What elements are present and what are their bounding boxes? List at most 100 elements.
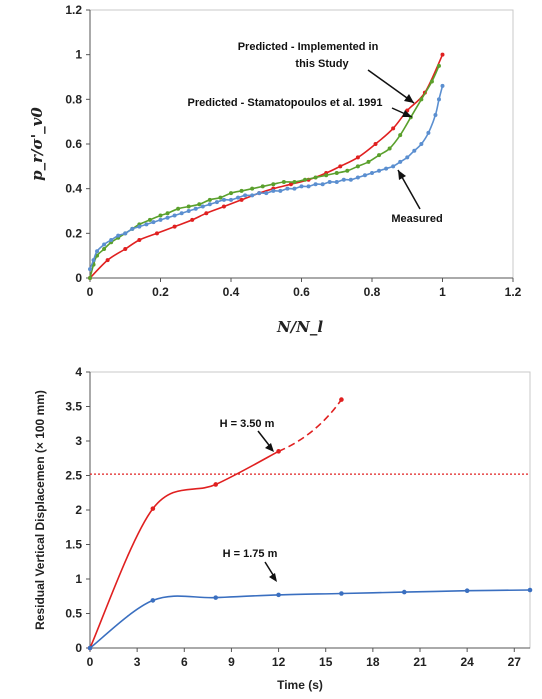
y-tick-label: 0.2 [65,226,82,240]
data-point [229,197,233,202]
data-point [433,112,438,117]
data-point [464,588,470,594]
data-point [213,595,219,600]
data-point [377,168,382,173]
x-tick-labels: 0 0.2 0.4 0.6 0.8 1 1.2 [87,278,522,299]
arrowhead-implemented [404,94,414,103]
data-point [165,211,170,216]
data-point [440,52,445,57]
annotation-h175: H = 1.75 m [223,548,278,560]
x-tick-label: 0.2 [152,285,169,299]
x-tick-label: 6 [181,655,188,669]
data-point [250,193,255,198]
data-point [366,159,371,164]
y-tick-label: 0.8 [65,92,82,106]
series-line [89,85,444,270]
y-tick-label: 3 [75,434,82,448]
data-point [303,177,308,182]
data-point [288,182,293,187]
data-point [313,175,318,180]
data-point [281,179,286,184]
data-point [179,211,184,216]
y-tick-label: 3.5 [65,400,82,414]
data-point [419,97,424,102]
data-point [88,276,92,280]
x-tick-label: 0 [87,285,94,299]
data-point [150,598,156,603]
y-axis-label: Residual Vertical Displacemen (× 100 mm) [33,390,47,630]
y-tick-label: 1 [75,48,82,62]
data-point [229,191,233,196]
data-point [276,449,281,454]
data-point [327,179,332,184]
data-point [292,186,297,191]
data-point [313,182,318,187]
series-line [89,450,279,649]
plot-frame [89,371,531,649]
data-point [250,186,255,191]
data-point [345,168,350,173]
x-tick-label: 1.2 [505,285,522,299]
data-point [412,148,417,153]
data-point [292,179,297,184]
data-point [440,83,445,88]
x-tick-label: 18 [366,655,380,669]
arrowhead-stamatopoulos [402,110,412,117]
data-point [271,182,276,187]
data-point [387,146,392,151]
data-point [88,267,92,272]
data-point [373,142,378,146]
arrowhead-h175 [269,573,277,582]
data-point [236,195,241,200]
y-tick-label: 2 [75,503,82,517]
data-point [213,482,219,487]
x-axis-label: Time (s) [277,678,323,692]
data-point [221,197,226,202]
data-point [257,191,262,196]
arrowhead-measured [398,170,406,180]
data-point [150,506,156,511]
data-point [398,159,403,164]
series-group [87,397,533,651]
data-point [158,217,163,222]
data-point [204,211,209,216]
data-point [186,209,191,213]
data-point [398,133,403,138]
data-point [137,238,142,243]
data-point [109,238,114,243]
y-tick-label: 1 [75,572,82,586]
data-point [221,204,226,209]
y-axis-label: p_r/σ'_v0 [28,107,46,181]
y-tick-label: 0.4 [65,182,82,196]
x-tick-label: 24 [460,655,474,669]
series-line [89,54,444,279]
data-point [207,202,212,207]
data-point [334,179,339,184]
data-point [214,200,219,205]
series-group [88,52,445,280]
y-tick-label: 0 [75,641,82,655]
data-point [429,79,434,84]
annotation-implemented-2: this Study [295,58,349,70]
x-tick-label: 0.6 [293,285,310,299]
y-tick-labels: 0 0.5 1 1.5 2 2.5 3 3.5 4 [65,365,90,655]
y-tick-label: 0 [75,271,82,285]
data-point [355,164,360,169]
data-point [299,184,304,189]
x-tick-label: 27 [508,655,522,669]
chart-pore-pressure-ratio: 0 0.2 0.4 0.6 0.8 1 1.2 0 0.2 0.4 0.6 0.8 1 1.2 Pred… [28,3,522,336]
data-point [87,645,93,651]
y-tick-label: 0.6 [65,137,82,151]
data-point [186,204,191,209]
data-point [334,171,339,176]
annotation-h350: H = 3.50 m [220,418,275,430]
series-line [89,589,531,649]
data-point [320,182,325,187]
data-point [158,213,163,218]
x-tick-label: 21 [413,655,427,669]
data-point [436,63,441,68]
data-point [339,591,344,596]
x-tick-label: 15 [319,655,333,669]
data-point [172,224,177,229]
y-tick-labels: 0 0.2 0.4 0.6 0.8 1 1.2 [65,3,90,285]
